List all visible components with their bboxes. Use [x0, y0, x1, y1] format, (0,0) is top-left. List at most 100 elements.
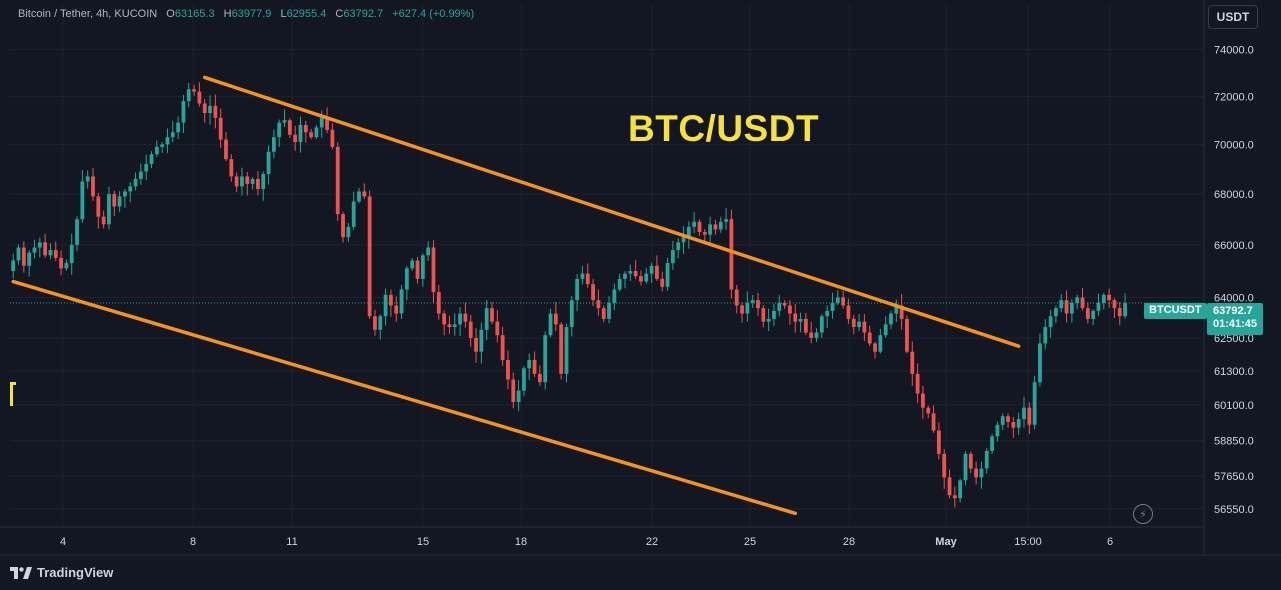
candle-body: [170, 132, 175, 138]
candle-body: [553, 313, 558, 325]
candle-body: [532, 359, 537, 374]
candle-body: [1048, 316, 1053, 328]
open-value: 63165.3: [174, 8, 215, 20]
candle-body: [580, 273, 585, 279]
candle-body: [229, 159, 234, 177]
candle-body: [708, 224, 713, 235]
price-tick-label: 66000.0: [1214, 240, 1254, 252]
candle-body: [64, 263, 69, 269]
candle-body: [984, 450, 989, 469]
candle-body: [857, 321, 861, 328]
time-tick-label: 6: [1107, 536, 1113, 548]
candle-body: [85, 176, 90, 182]
candle-body: [37, 242, 42, 248]
candle-body: [506, 359, 510, 380]
change-value: +627.4 (+0.99%): [392, 8, 475, 20]
candle-body: [756, 300, 760, 309]
candle-body: [373, 316, 377, 330]
candle-body: [474, 337, 478, 352]
candle-body: [181, 101, 186, 123]
candle-body: [16, 247, 21, 261]
candle-body: [835, 297, 840, 303]
symbol-info: Bitcoin / Tether, 4h, KUCOIN O63165.3 H6…: [18, 8, 474, 20]
candle-body: [905, 318, 909, 352]
time-tick-label: May: [935, 536, 957, 548]
candle-body: [341, 214, 345, 238]
candle-body: [431, 247, 436, 293]
candle-body: [1022, 407, 1026, 420]
candle-body: [862, 321, 867, 333]
candle-body: [713, 224, 718, 230]
candle-body: [740, 305, 744, 314]
candle-body: [197, 91, 202, 104]
candle-body: [261, 173, 266, 189]
candle-body: [21, 247, 26, 266]
candle-body: [458, 313, 462, 325]
time-tick-label: 22: [646, 536, 658, 548]
candle-body: [724, 219, 728, 222]
candle-body: [655, 265, 659, 279]
candle-body: [351, 201, 356, 227]
candle-body: [256, 178, 260, 189]
price-tick-label: 57650.0: [1214, 471, 1254, 483]
bar-countdown: 01:41:45: [1213, 318, 1258, 330]
candle-body: [154, 146, 159, 155]
candle-body: [250, 178, 255, 184]
candle-body: [628, 270, 633, 274]
candle-body: [48, 250, 53, 256]
candle-body: [53, 250, 58, 258]
candle-body: [633, 270, 638, 277]
candle-body: [617, 278, 622, 290]
candle-body: [782, 302, 787, 306]
candle-body: [330, 129, 335, 147]
candle-body: [362, 191, 367, 197]
candle-body: [1000, 416, 1005, 425]
candle-body: [591, 284, 595, 301]
candle-body: [1059, 300, 1064, 309]
candle-body: [718, 221, 723, 230]
candle-body: [958, 480, 963, 499]
candle-body: [410, 260, 415, 269]
candle-body: [266, 151, 271, 174]
tradingview-logo[interactable]: TradingView: [10, 565, 113, 580]
price-tick-label: 64000.0: [1214, 292, 1254, 304]
candle-body: [138, 171, 143, 179]
candle-body: [383, 294, 388, 317]
candle-body: [468, 321, 473, 338]
candle-body: [218, 117, 223, 140]
close-label: C: [335, 8, 344, 20]
time-tick-label: 4: [60, 536, 66, 548]
price-tick-label: 61300.0: [1214, 366, 1254, 378]
candle-body: [176, 122, 181, 133]
candle-body: [926, 407, 931, 414]
candle-body: [1080, 297, 1085, 309]
channel-trendline: [11, 279, 797, 516]
candle-body: [1043, 327, 1048, 344]
symbol-price-tag: BTCUSDT: [1144, 303, 1207, 319]
candle-body: [686, 226, 691, 238]
candle-body: [665, 263, 670, 287]
candle-body: [851, 318, 856, 328]
candle-body: [80, 181, 85, 220]
time-tick-label: 8: [190, 536, 196, 548]
candle-body: [803, 318, 808, 333]
price-tick-label: 70000.0: [1214, 139, 1254, 151]
candle-body: [319, 117, 324, 128]
candle-body: [186, 89, 191, 102]
candle-body: [27, 252, 32, 266]
flash-icon[interactable]: ⚡: [1133, 504, 1153, 524]
currency-button[interactable]: USDT: [1208, 5, 1258, 29]
candle-body: [793, 313, 798, 322]
candle-body: [303, 125, 308, 133]
candle-body: [1096, 302, 1101, 311]
candle-body: [968, 453, 973, 469]
candle-body: [378, 316, 383, 330]
candle-body: [894, 305, 899, 314]
candle-body: [447, 324, 452, 328]
candle-body: [963, 453, 968, 481]
candle-body: [389, 294, 393, 306]
candle-body: [404, 268, 409, 290]
price-tick-label: 62500.0: [1214, 333, 1254, 345]
candle-body: [287, 120, 292, 135]
